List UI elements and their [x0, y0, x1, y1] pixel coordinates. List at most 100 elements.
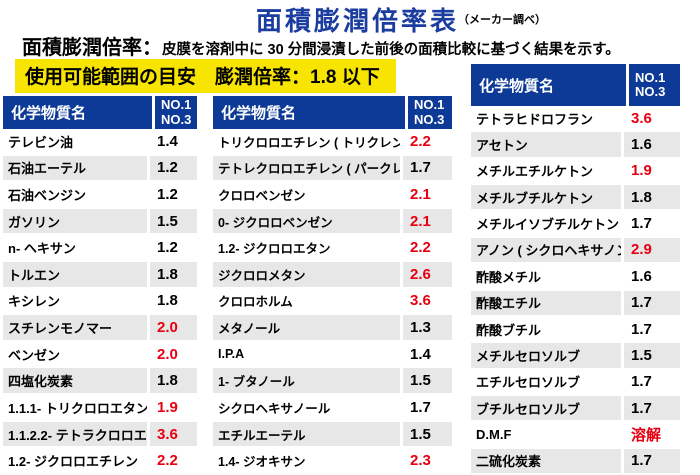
chemical-name: 1.1.2.2- テトラクロロエタン	[3, 421, 147, 447]
ratio-value: 1.5	[150, 208, 197, 234]
table-row: ジクロロメタン 2.6	[213, 262, 452, 289]
table-row: エチルエーテル 1.5	[213, 421, 452, 449]
ratio-value: 1.8	[150, 368, 197, 394]
chemical-name: トリクロロエチレン ( トリクレン )	[213, 129, 400, 154]
ratio-value: 2.3	[403, 448, 452, 473]
chemical-table-2: 化学物質名 NO.1 NO.3 トリクロロエチレン ( トリクレン ) 2.2 テト…	[213, 96, 452, 475]
ratio-value: 2.1	[403, 208, 452, 234]
table-header: 化学物質名 NO.1 NO.3	[213, 96, 452, 129]
ratio-value: 1.9	[150, 395, 197, 420]
chemical-name: メチルセロソルブ	[471, 343, 621, 368]
ratio-value: 2.2	[403, 129, 452, 154]
chemical-name: ガソリン	[3, 208, 147, 234]
ratio-value: 1.3	[403, 315, 452, 340]
chemical-name: アノン ( シクロヘキサノン )	[471, 237, 621, 263]
ratio-value: 3.6	[150, 421, 197, 447]
chemical-table-3: 化学物質名 NO.1 NO.3 テトラヒドロフラン 3.6 アセトン 1.6 メチルエチ…	[471, 64, 680, 475]
ratio-header: NO.1 NO.3	[629, 64, 680, 106]
ratio-value: 1.7	[403, 155, 452, 181]
table-header: 化学物質名 NO.1 NO.3	[471, 64, 680, 106]
table-row: トリクロロエチレン ( トリクレン ) 2.2	[213, 129, 452, 156]
ratio-value: 3.6	[403, 288, 452, 314]
chemical-name: 酢酸メチル	[471, 264, 621, 289]
ratio-value: 2.2	[150, 448, 197, 473]
chemical-name: 石油ベンジン	[3, 182, 147, 207]
table-row: 0- ジクロロベンゼン 2.1	[213, 208, 452, 236]
chemical-name: 二硫化炭素	[471, 448, 621, 474]
chemical-name: スチレンモノマー	[3, 315, 147, 340]
chemical-name: n- ヘキサン	[3, 235, 147, 261]
chemical-name: ベンゼン	[3, 341, 147, 367]
table-row: テトラヒドロフラン 3.6	[471, 106, 680, 133]
table-row: 1.1.2.2- テトラクロロエタン3.6	[3, 421, 197, 449]
chemical-name: エチルセロソルブ	[471, 369, 621, 394]
table-row: 酢酸メチル 1.6	[471, 264, 680, 291]
chemical-name: ブチルセロソルブ	[471, 395, 621, 421]
table-row: 二硫化炭素 1.7	[471, 448, 680, 475]
ratio-value: 1.8	[150, 262, 197, 287]
ratio-value: 1.7	[624, 395, 680, 421]
ratio-header: NO.1 NO.3	[155, 96, 197, 129]
chemical-name: 1.1.1- トリクロロエタン	[3, 395, 147, 420]
ratio-value: 1.5	[403, 368, 452, 394]
ratio-value: 1.7	[624, 369, 680, 394]
table-row: メチルイソブチルケトン 1.7	[471, 211, 680, 238]
chemical-name: メチルイソブチルケトン	[471, 211, 621, 236]
table-row: 酢酸ブチル 1.7	[471, 316, 680, 344]
definition-label: 面積膨潤倍率：	[22, 37, 162, 59]
ratio-value: 1.7	[624, 448, 680, 474]
chemical-name: エチルエーテル	[213, 421, 400, 447]
chemical-name: ジクロロメタン	[213, 262, 400, 287]
ratio-value: 3.6	[624, 106, 680, 131]
ratio-value: 2.2	[403, 235, 452, 261]
table-row: スチレンモノマー 2.0	[3, 315, 197, 342]
chemical-name: クロロベンゼン	[213, 182, 400, 207]
ratio-header-line2: NO.3	[635, 84, 666, 99]
chemical-name: 石油エーテル	[3, 155, 147, 181]
chemical-name: 酢酸エチル	[471, 290, 621, 315]
table-row: 石油ベンジン 1.2	[3, 182, 197, 209]
chemical-name: クロロホルム	[213, 288, 400, 314]
table-row: 1.2- ジクロロエタン 2.2	[213, 235, 452, 263]
ratio-value: 1.7	[403, 395, 452, 420]
chemical-name-header: 化学物質名	[3, 96, 152, 129]
table-row: 1.2- ジクロロエチレン 2.2	[3, 448, 197, 475]
table-row: 1.4- ジオキサン 2.3	[213, 448, 452, 475]
table-row: テトレクロロエチレン ( パークレン )1.7	[213, 155, 452, 183]
chemical-name: I.P.A	[213, 341, 400, 367]
chemical-name: 四塩化炭素	[3, 368, 147, 394]
chemical-name: テレビン油	[3, 129, 147, 154]
chemical-table-1: 化学物質名 NO.1 NO.3 テレビン油 1.4 石油エーテル 1.2 石油ベンジン 1…	[3, 96, 197, 475]
table-row: メチルセロソルブ 1.5	[471, 343, 680, 370]
chemical-name: メチルブチルケトン	[471, 185, 621, 210]
page-title: 面積膨潤倍率表	[256, 6, 460, 36]
table-rows: テレビン油 1.4 石油エーテル 1.2 石油ベンジン 1.2 ガソリン 1.5 n- ヘキサン…	[3, 129, 197, 475]
ratio-header: NO.1 NO.3	[408, 96, 452, 129]
chemical-name-header: 化学物質名	[471, 64, 626, 106]
table-row: ガソリン 1.5	[3, 208, 197, 236]
definition-line: 面積膨潤倍率：皮膜を溶剤中に 30 分間浸漬した前後の面積比較に基づく結果を示す…	[22, 31, 698, 60]
ratio-value: 1.8	[624, 185, 680, 210]
table-row: キシレン 1.8	[3, 288, 197, 316]
chemical-name: 1.2- ジクロロエチレン	[3, 448, 147, 473]
ratio-header-line1: NO.1	[161, 97, 192, 113]
title-note: （メーカー調べ）	[458, 14, 546, 26]
chemical-name: メタノール	[213, 315, 400, 340]
table-row: 四塩化炭素 1.8	[3, 368, 197, 396]
chemical-name: 1- ブタノール	[213, 368, 400, 394]
chemical-name-header: 化学物質名	[213, 96, 405, 129]
ratio-value: 1.6	[624, 132, 680, 157]
table-row: メチルエチルケトン 1.9	[471, 158, 680, 186]
ratio-header-line1: NO.1	[635, 69, 666, 85]
ratio-value: 1.2	[150, 155, 197, 181]
table-row: アノン ( シクロヘキサノン ) 2.9	[471, 237, 680, 265]
ratio-value: 2.1	[403, 182, 452, 207]
ratio-value: 1.7	[624, 316, 680, 342]
chemical-name: 1.4- ジオキサン	[213, 448, 400, 473]
ratio-value: 2.6	[403, 262, 452, 287]
table-row: クロロベンゼン 2.1	[213, 182, 452, 209]
ratio-value: 1.6	[624, 264, 680, 289]
chemical-name: 酢酸ブチル	[471, 316, 621, 342]
